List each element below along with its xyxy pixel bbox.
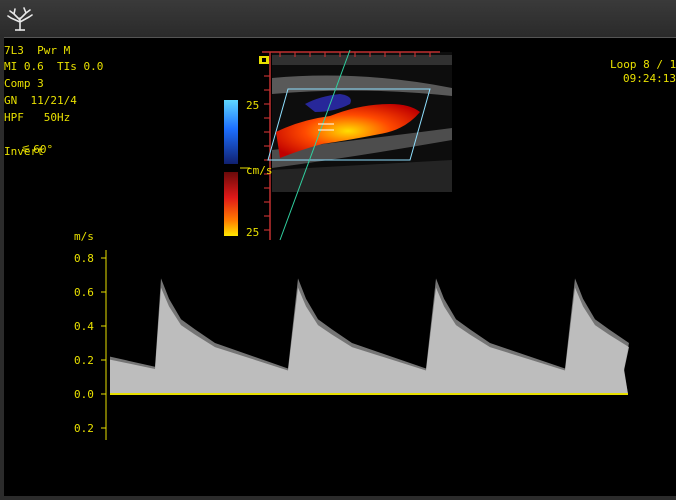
angle-value: 60° (33, 143, 54, 156)
velocity-tick-label: 0.6 (74, 286, 94, 299)
side-ruler-ticks (264, 61, 270, 231)
velocity-tick-label: 0.2 (74, 422, 94, 435)
doppler-spectrum-envelope (110, 287, 629, 394)
angle-readout: ⚟ 60° (8, 127, 53, 157)
mi-tis-label: MI 0.6 TIs 0.0 (4, 60, 104, 73)
probe-label: 7L3 Pwr M (4, 44, 71, 57)
color-scale-unit: cm/s (246, 164, 273, 177)
velocity-tick-label: 0.8 (74, 252, 94, 265)
color-box (267, 88, 431, 161)
doppler-cursor-line[interactable] (279, 49, 351, 241)
hpf-label: HPF 50Hz (4, 111, 71, 124)
color-scale-bottom: 25 (246, 226, 259, 239)
comp-label: Comp 3 (4, 77, 44, 90)
window-frame-bottom (0, 496, 676, 500)
color-scale-top: 25 (246, 99, 259, 112)
angle-icon: ⚟ (21, 143, 32, 156)
velocity-tick-label: 0.4 (74, 320, 94, 333)
velocity-tick-label: 0.0 (74, 388, 94, 401)
invert-label: Invert (4, 145, 44, 158)
tree-logo-icon (7, 7, 33, 31)
velocity-tick-label: 0.2 (74, 354, 94, 367)
loop-time: 09:24:13 (623, 72, 676, 85)
top-ruler-ticks (279, 52, 431, 57)
gain-label: GN 11/21/4 (4, 94, 77, 107)
color-scale-red (224, 172, 238, 236)
color-flow-blue (305, 94, 351, 112)
velocity-unit: m/s (74, 230, 94, 243)
sample-gate[interactable] (318, 123, 334, 131)
spectral-doppler: m/s 0.8 0.6 0.4 0.2 0.0 0.2 (74, 230, 629, 445)
title-bar (0, 0, 676, 38)
loop-counter: Loop 8 / 12 (610, 58, 676, 71)
color-scale-blue (224, 100, 238, 164)
window-frame-left (0, 37, 4, 500)
color-flow-red (276, 104, 420, 158)
